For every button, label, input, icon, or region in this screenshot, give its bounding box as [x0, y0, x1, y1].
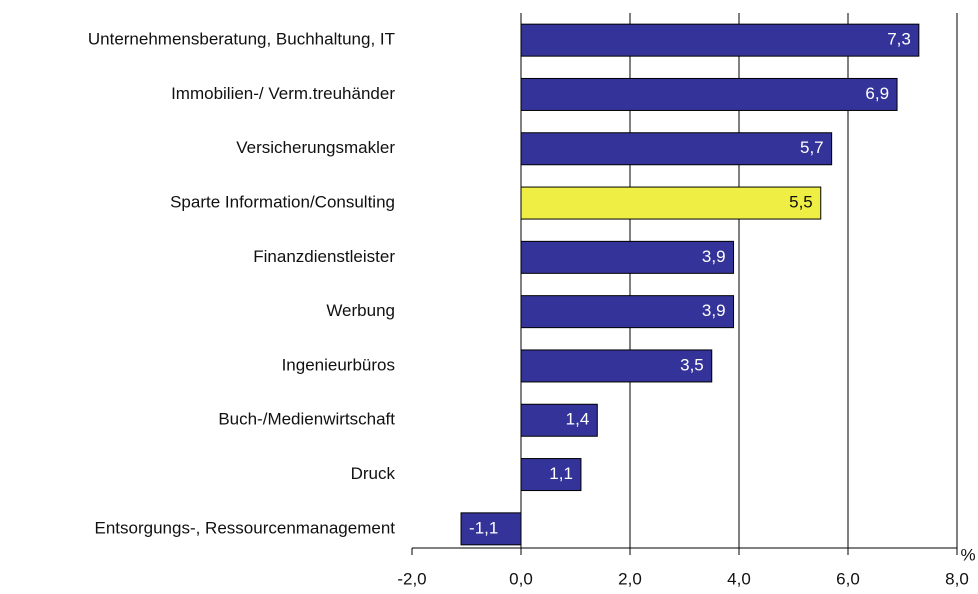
y-tick-label: Druck — [351, 464, 396, 483]
x-tick-label: 8,0 — [945, 569, 969, 588]
value-label: 5,7 — [800, 138, 824, 157]
y-tick-label: Ingenieurbüros — [282, 355, 395, 374]
value-label: 3,9 — [702, 301, 726, 320]
y-tick-label: Unternehmensberatung, Buchhaltung, IT — [88, 30, 395, 49]
bar — [520, 186, 822, 220]
bar — [520, 240, 735, 274]
y-tick-label: Finanzdienstleister — [253, 247, 395, 266]
y-tick-label: Buch-/Medienwirtschaft — [218, 410, 395, 429]
y-tick-label: Werbung — [326, 301, 395, 320]
x-tick-label: 0,0 — [509, 569, 533, 588]
value-label: 1,1 — [549, 464, 573, 483]
x-unit: % — [960, 545, 975, 564]
bar — [520, 295, 735, 329]
bar — [520, 403, 598, 437]
value-label: 5,5 — [789, 193, 813, 212]
x-tick-label: -2,0 — [397, 569, 426, 588]
value-label: 1,4 — [566, 410, 590, 429]
bar — [460, 512, 522, 546]
value-label: 3,5 — [680, 355, 704, 374]
x-tick-label: 6,0 — [836, 569, 860, 588]
value-label: 3,9 — [702, 247, 726, 266]
x-tick-label: 2,0 — [618, 569, 642, 588]
y-tick-label: Sparte Information/Consulting — [170, 193, 395, 212]
value-label: 6,9 — [865, 84, 889, 103]
y-tick-label: Immobilien-/ Verm.treuhänder — [171, 84, 395, 103]
y-tick-label: Entsorgungs-, Ressourcenmanagement — [95, 518, 396, 537]
bar — [520, 77, 898, 111]
bar — [520, 23, 920, 57]
value-label: -1,1 — [469, 518, 498, 537]
bar — [520, 132, 833, 166]
x-tick-label: 4,0 — [727, 569, 751, 588]
bar — [520, 458, 582, 492]
value-label: 7,3 — [887, 30, 911, 49]
y-tick-label: Versicherungsmakler — [236, 138, 395, 157]
